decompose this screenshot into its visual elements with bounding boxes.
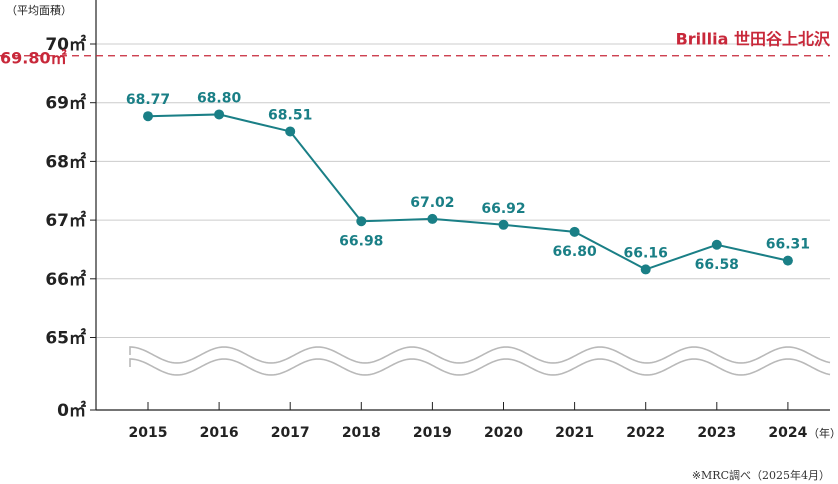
data-point — [214, 109, 225, 120]
x-tick-label: 2019 — [413, 425, 452, 441]
x-axis-unit: （年） — [808, 426, 838, 440]
gridlines — [96, 43, 830, 338]
y-tick-label: 67㎡ — [45, 210, 86, 231]
series: 68.77 68.80 68.51 66.98 67.02 66.92 66.80 66.16… — [126, 90, 810, 275]
data-label: 68.80 — [197, 90, 242, 106]
series-line — [147, 113, 789, 271]
data-label: 66.16 — [624, 245, 668, 261]
reference-value-label: 69.80㎡ — [0, 49, 67, 68]
x-tick-label: 2023 — [697, 425, 736, 441]
break-wave — [129, 346, 831, 364]
data-label: 67.02 — [410, 195, 454, 211]
y-tick-label: 65㎡ — [45, 328, 86, 349]
y-tick-label: 69㎡ — [45, 93, 86, 114]
reference-line: 69.80㎡ Brillia 世田谷上北沢 — [0, 30, 831, 68]
data-label: 66.98 — [339, 233, 383, 249]
data-label: 66.92 — [481, 201, 525, 217]
data-point — [143, 111, 153, 122]
data-point — [569, 226, 580, 237]
x-tick-label: 2016 — [200, 425, 239, 441]
data-point — [356, 216, 367, 227]
x-tick-label: 2022 — [626, 425, 665, 441]
x-tick-label: 2018 — [342, 425, 381, 441]
data-label: 68.77 — [126, 92, 170, 108]
x-tick-label: 2020 — [484, 425, 523, 441]
y-tick-label: 66㎡ — [45, 269, 86, 290]
x-tick-label: 2021 — [555, 425, 594, 441]
data-point — [427, 213, 438, 224]
x-tick-label: 2024 — [768, 425, 807, 441]
data-point — [782, 255, 793, 266]
y-tick-label: 70㎡ — [45, 34, 86, 55]
source-note: ※MRC調べ（2025年4月） — [692, 468, 830, 482]
y-tick-label: 0㎡ — [57, 400, 86, 421]
data-label: 66.58 — [695, 257, 739, 273]
data-point — [285, 126, 296, 137]
data-point — [640, 264, 651, 275]
x-tick-label: 2015 — [129, 425, 168, 441]
axis-break — [129, 346, 831, 376]
break-wave — [129, 358, 831, 376]
data-label: 66.31 — [766, 237, 810, 253]
data-label: 68.51 — [268, 107, 312, 123]
x-tick-label: 2017 — [271, 425, 310, 441]
y-tick-label: 68㎡ — [45, 151, 86, 172]
data-label: 66.80 — [552, 244, 597, 260]
data-point — [711, 239, 722, 250]
y-ticks: 70㎡ 69㎡ 68㎡ 67㎡ 66㎡ 65㎡ 0㎡ — [45, 34, 96, 421]
y-axis-title: （平均面積） — [6, 3, 72, 17]
x-ticks: 2015 2016 2017 2018 2019 2020 2021 2022 2023 2024 — [129, 402, 808, 441]
reference-name-label: Brillia 世田谷上北沢 — [676, 30, 831, 49]
data-point — [498, 219, 509, 230]
axes — [95, 0, 830, 411]
